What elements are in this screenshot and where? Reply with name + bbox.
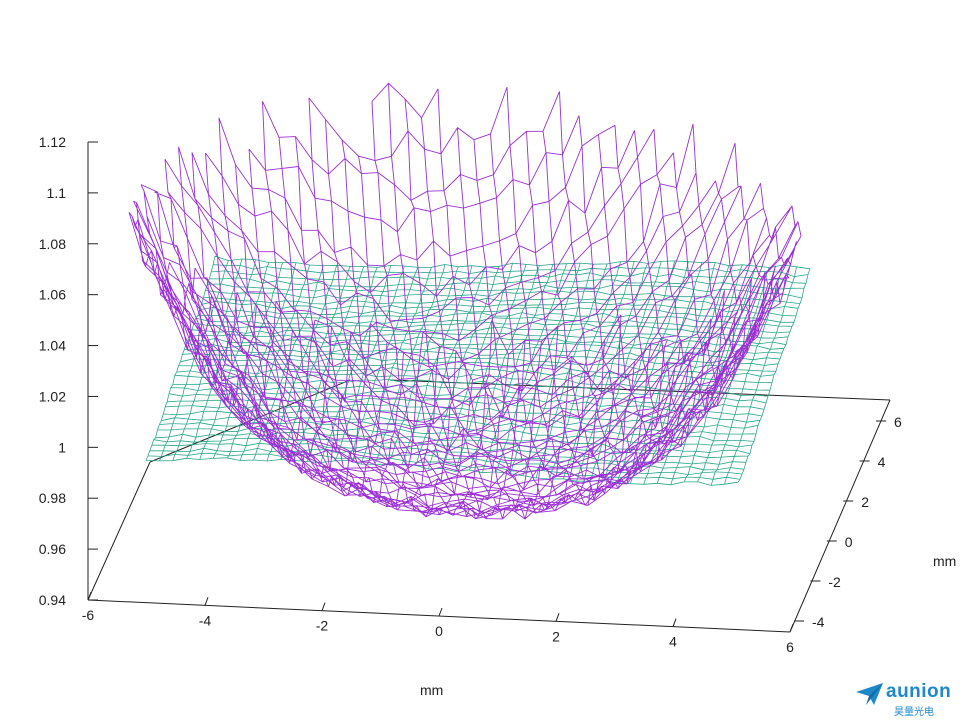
- x-tick-label: 0: [435, 623, 443, 639]
- y-tick-label: -2: [828, 574, 841, 590]
- back-edge-right: [389, 379, 891, 401]
- x-tick-label: 4: [669, 634, 677, 650]
- x-tick-mark: [789, 623, 794, 633]
- surface-bowl: [128, 82, 802, 520]
- x-tick-label: 6: [786, 639, 794, 655]
- y-tick-label: -4: [812, 614, 825, 630]
- z-tick-label: 1.04: [39, 338, 66, 354]
- surface-bowl-mesh: [128, 82, 802, 520]
- x-ticks: -6 -4 -2 0 2 4 6: [82, 591, 794, 655]
- x-tick-mark: [672, 618, 677, 627]
- z-ticks: 0.94 0.96 0.98 1 1.02 1.04 1.06 1.08 1.1 1.12: [39, 134, 98, 608]
- z-tick-label: 1.06: [39, 287, 66, 303]
- z-tick-label: 1: [58, 439, 66, 455]
- z-tick-label: 1.12: [39, 134, 66, 150]
- y-axis-line: [789, 399, 891, 633]
- z-tick-label: 0.98: [39, 490, 66, 506]
- paper-plane-icon: [856, 683, 883, 705]
- z-tick-label: 1.1: [47, 185, 67, 201]
- x-tick-mark: [321, 602, 326, 611]
- y-tick-label: 4: [878, 454, 886, 470]
- z-tick-label: 0.96: [39, 541, 66, 557]
- z-tick-label: 1.02: [39, 388, 66, 404]
- x-tick-label: 2: [552, 628, 560, 644]
- axes-frame: [87, 142, 891, 633]
- y-tick-label: 2: [861, 494, 869, 510]
- x-tick-mark: [204, 597, 209, 606]
- brand-subtitle: 昊量光电: [894, 707, 934, 718]
- x-tick-label: -2: [316, 618, 329, 634]
- back-baseline: [87, 461, 151, 601]
- y-ticks: -4 -2 0 2 4 6: [794, 414, 902, 630]
- y-axis-label: mm: [933, 553, 956, 569]
- y-tick-label: 0: [845, 534, 853, 550]
- x-axis-label: mm: [420, 682, 443, 698]
- x-tick-mark: [87, 591, 92, 601]
- x-tick-mark: [555, 613, 560, 622]
- z-tick-label: 1.08: [39, 236, 66, 252]
- y-tick-label: 6: [894, 414, 902, 430]
- x-tick-label: -6: [82, 607, 95, 623]
- brand-logo: aunion 昊量光电: [856, 681, 956, 719]
- brand-name: aunion: [886, 681, 952, 702]
- x-tick-mark: [438, 607, 443, 617]
- x-tick-label: -4: [199, 612, 212, 628]
- z-tick-label: 0.94: [39, 592, 66, 608]
